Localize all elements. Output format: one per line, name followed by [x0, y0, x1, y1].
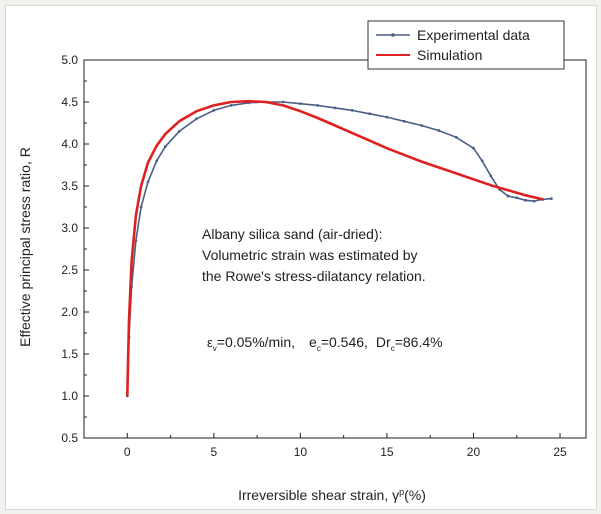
x-tick-label: 5: [210, 445, 217, 459]
experimental-point: [155, 159, 159, 163]
experimental-point: [195, 117, 198, 121]
legend-label-experimental: Experimental data: [417, 27, 530, 43]
experimental-point: [350, 109, 354, 112]
y-tick-label: 1.0: [61, 389, 78, 403]
y-tick-label: 4.0: [61, 137, 78, 151]
legend-marker-experimental: [391, 33, 395, 37]
y-tick-label: 1.5: [61, 347, 78, 361]
experimental-point: [515, 196, 519, 200]
y-axis-title: Effective principal stress ratio, R: [17, 147, 33, 347]
experimental-point: [532, 199, 536, 203]
experimental-point: [437, 129, 441, 132]
experimental-point: [316, 103, 320, 107]
y-tick-label: 2.5: [61, 263, 78, 277]
x-tick-label: 10: [294, 445, 308, 459]
y-tick-label: 5.0: [61, 53, 78, 67]
experimental-point: [549, 197, 553, 201]
experimental-point: [489, 174, 493, 178]
stress-ratio-chart: 0 5 10 15 20 25 0.5 1.0 1.5 2.0 2.5 3.0 3.5 4.0 4.5 5.0…: [17, 20, 587, 503]
experimental-point: [402, 119, 406, 123]
experimental-point: [212, 109, 216, 112]
experimental-point: [229, 103, 233, 107]
experimental-point: [385, 115, 389, 119]
legend-box: [367, 20, 565, 70]
annotation-line-3: the Rowe's stress-dilatancy relation.: [202, 268, 426, 284]
experimental-point: [454, 135, 458, 139]
experimental-point: [298, 102, 302, 106]
series-simulation-line: [126, 99, 544, 397]
x-tick-label: 15: [380, 445, 394, 459]
y-tick-label: 3.5: [61, 179, 78, 193]
y-tick-label: 2.0: [61, 305, 78, 319]
experimental-point: [506, 194, 510, 198]
experimental-point: [163, 145, 167, 148]
y-tick-label: 0.5: [61, 431, 78, 445]
legend: Experimental data Simulation: [367, 20, 565, 70]
y-tick-label: 3.0: [61, 221, 78, 235]
test-conditions: εv=0.05%/min, ec=0.546, Drc=86.4%: [207, 334, 443, 353]
experimental-point: [472, 146, 475, 150]
y-tick-label: 4.5: [61, 95, 78, 109]
experimental-point: [139, 205, 143, 209]
figure-frame: 0 5 10 15 20 25 0.5 1.0 1.5 2.0 2.5 3.0 3.5 4.0 4.5 5.0…: [5, 5, 597, 510]
annotation-line-1: Albany silica sand (air-dried):: [202, 226, 383, 242]
experimental-point: [420, 124, 423, 127]
annotation-line-2: Volumetric strain was estimated by: [202, 247, 418, 263]
x-axis-title: Irreversible shear strain, γp(%): [238, 487, 426, 503]
experimental-point: [368, 112, 372, 116]
experimental-point: [281, 100, 285, 104]
experimental-point: [134, 239, 138, 243]
experimental-point: [146, 180, 150, 184]
experimental-point: [333, 106, 337, 110]
experimental-point: [177, 130, 181, 133]
experimental-point: [524, 198, 527, 202]
experimental-point: [480, 159, 484, 163]
legend-label-simulation: Simulation: [417, 47, 482, 63]
x-tick-label: 0: [124, 445, 131, 459]
x-tick-label: 25: [553, 445, 567, 459]
x-tick-label: 20: [467, 445, 481, 459]
